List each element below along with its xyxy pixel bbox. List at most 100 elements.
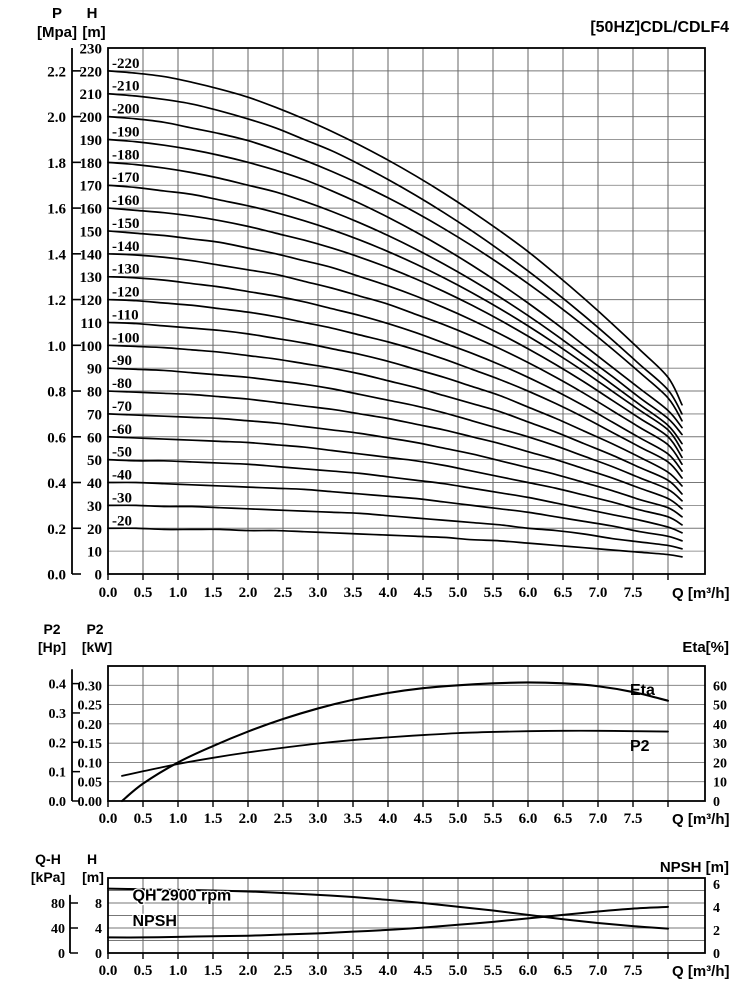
h-axis-tick-label: 30 xyxy=(87,499,102,515)
chart-power-efficiency: 0.000.050.100.150.200.250.300.00.10.20.3… xyxy=(38,621,730,828)
chart-title: [50HZ]CDL/CDLF4 xyxy=(590,19,729,36)
p2-hp-tick-label: 0.0 xyxy=(49,795,67,810)
qh-kpa-axis-unit: [kPa] xyxy=(31,869,65,885)
qh-kpa-tick-label: 80 xyxy=(51,897,65,912)
x-axis-tick-label: 0.0 xyxy=(99,811,118,827)
qh-curve-label: -70 xyxy=(112,399,132,415)
qh-curve xyxy=(107,527,683,558)
h-axis-tick-label: 40 xyxy=(87,476,102,492)
qh-curve-label: -210 xyxy=(112,79,140,95)
h-axis-tick-label: 100 xyxy=(80,339,103,355)
p2-curve-label: P2 xyxy=(630,738,650,755)
x-axis-tick-label: 7.0 xyxy=(589,585,608,601)
p2-hp-tick-label: 0.3 xyxy=(49,707,67,722)
qh-curve-label: -220 xyxy=(112,56,140,72)
qh-curve xyxy=(107,390,683,510)
p-axis-tick-label: 0.8 xyxy=(47,385,66,401)
x-axis-tick-label: 6.0 xyxy=(519,585,538,601)
npsh-tick-label: 2 xyxy=(713,924,720,939)
qh-curve-label: -20 xyxy=(112,513,132,529)
qh-curve xyxy=(107,481,683,542)
x-axis-tick-label: 6.0 xyxy=(519,963,538,979)
x-axis-tick-label: 0.5 xyxy=(134,963,153,979)
p2-curve xyxy=(121,729,669,777)
x-axis-tick-label: 5.5 xyxy=(484,585,503,601)
npsh-tick-label: 0 xyxy=(713,947,720,962)
x-axis-tick-label: 4.5 xyxy=(414,585,433,601)
qh-curve-label: -170 xyxy=(112,170,140,186)
npsh-axis-title: NPSH [m] xyxy=(660,859,729,876)
h-axis-tick-label: 190 xyxy=(80,133,103,149)
x-axis-tick-label: 1.0 xyxy=(169,811,188,827)
eta-tick-label: 60 xyxy=(713,679,727,694)
h-axis-tick-label: 220 xyxy=(80,64,103,80)
p2-kw-tick-label: 0.15 xyxy=(78,737,103,752)
qh-curve-label: -40 xyxy=(112,468,132,484)
p-axis-tick-label: 1.4 xyxy=(47,247,66,263)
p2-hp-tick-label: 0.2 xyxy=(49,736,67,751)
x-axis-tick-label: 4.0 xyxy=(379,811,398,827)
h-axis-tick-label: 10 xyxy=(87,545,102,561)
qh-curve xyxy=(107,184,683,445)
p2-kw-tick-label: 0.30 xyxy=(78,679,103,694)
p-axis-unit: [Mpa] xyxy=(37,24,77,41)
qh-curve xyxy=(107,230,683,459)
npsh-tick-label: 4 xyxy=(713,901,720,916)
h-axis-tick-label: 50 xyxy=(87,453,102,469)
h-axis-tick-label: 20 xyxy=(87,522,102,538)
p-axis-tick-label: 0.0 xyxy=(47,568,66,584)
qh-curve xyxy=(107,161,683,436)
x-axis-tick-label: 1.5 xyxy=(204,585,223,601)
x-axis-tick-label: 3.0 xyxy=(309,963,328,979)
p-axis-tick-label: 2.0 xyxy=(47,110,66,126)
x-axis-tick-label: 2.5 xyxy=(274,585,293,601)
qh-curve xyxy=(107,138,683,429)
x-axis-tick-label: 3.0 xyxy=(309,811,328,827)
qh-curve xyxy=(107,275,683,472)
p2-kw-tick-label: 0.10 xyxy=(78,756,103,771)
p2-hp-axis-unit: [Hp] xyxy=(38,639,66,655)
x-axis-tick-label: 6.5 xyxy=(554,585,573,601)
x-axis-tick-label: 2.5 xyxy=(274,963,293,979)
h-axis-tick-label: 170 xyxy=(80,179,103,195)
qh-curve xyxy=(107,435,683,526)
h3-axis-title: H xyxy=(87,851,97,867)
x-axis-title: Q [m³/h] xyxy=(672,963,730,980)
p2-kw-axis-unit: [kW] xyxy=(82,639,112,655)
x-axis-tick-label: 2.0 xyxy=(239,585,258,601)
x-axis-tick-label: 4.5 xyxy=(414,963,433,979)
eta-axis-title: Eta[%] xyxy=(682,639,729,656)
qh-curve-label: -90 xyxy=(112,353,132,369)
chart-qh-main: 0 10 20 30 40 50 60 70 80 90 100 110 120 130 140 150 160… xyxy=(37,5,730,602)
qh-curve xyxy=(107,92,683,415)
qh-curve xyxy=(107,344,683,495)
x-axis-tick-label: 3.5 xyxy=(344,585,363,601)
h-axis-tick-label: 150 xyxy=(80,224,103,240)
h-axis-tick-label: 110 xyxy=(80,316,102,332)
h-axis-tick-label: 180 xyxy=(80,156,103,172)
h-axis-tick-label: 90 xyxy=(87,362,102,378)
qh-curve-label: -180 xyxy=(112,147,140,163)
x-axis-tick-label: 6.0 xyxy=(519,811,538,827)
h3-axis-unit: [m] xyxy=(82,869,104,885)
h-axis-tick-label: 160 xyxy=(80,202,103,218)
p2-kw-tick-label: 0.25 xyxy=(78,699,103,714)
p2-kw-tick-label: 0.20 xyxy=(78,718,103,733)
qh-curve xyxy=(107,321,683,487)
h-axis-tick-label: 200 xyxy=(80,110,103,126)
qh-curve xyxy=(107,413,683,518)
eta-tick-label: 40 xyxy=(713,718,727,733)
h-axis-tick-label: 230 xyxy=(80,42,103,58)
qh-curve-label: -110 xyxy=(112,307,139,323)
x-axis-tick-label: 5.5 xyxy=(484,811,503,827)
p-axis-tick-label: 1.8 xyxy=(47,156,66,172)
npsh-tick-label: 6 xyxy=(713,878,720,893)
qh-curve xyxy=(107,504,683,550)
p-axis-tick-label: 2.2 xyxy=(47,64,66,80)
eta-tick-label: 0 xyxy=(713,795,720,810)
p2-hp-axis-title: P2 xyxy=(43,621,60,637)
qh-curve-label: -200 xyxy=(112,102,140,118)
x-axis-tick-label: 7.5 xyxy=(624,585,643,601)
x-axis-tick-label: 5.0 xyxy=(449,585,468,601)
